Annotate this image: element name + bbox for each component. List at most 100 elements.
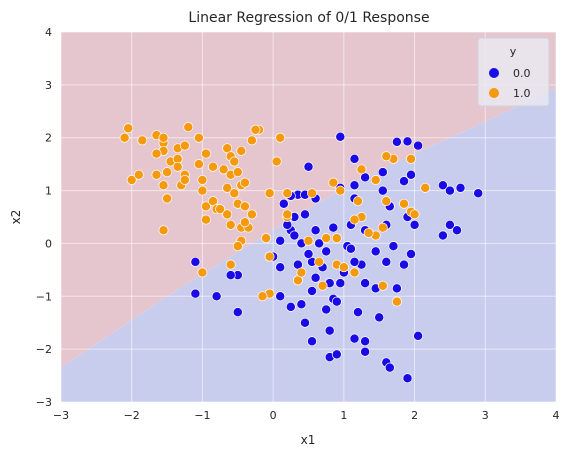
x-tick-label: −1 xyxy=(194,409,210,422)
point-class-1.0 xyxy=(222,182,233,193)
point-class-0.0 xyxy=(211,291,222,302)
point-class-0.0 xyxy=(349,153,360,164)
point-class-1.0 xyxy=(257,291,268,302)
point-class-0.0 xyxy=(310,225,321,236)
point-class-1.0 xyxy=(232,241,243,252)
point-class-1.0 xyxy=(137,135,148,146)
point-class-0.0 xyxy=(437,230,448,241)
point-class-0.0 xyxy=(190,256,201,267)
point-class-1.0 xyxy=(356,164,367,175)
y-axis-ticks: −3 −2 −1 0 1 2 3 4 xyxy=(36,26,52,409)
y-tick-label: −2 xyxy=(36,343,52,356)
point-class-1.0 xyxy=(246,209,257,220)
point-class-0.0 xyxy=(402,373,413,384)
point-class-0.0 xyxy=(190,288,201,299)
point-class-1.0 xyxy=(197,175,208,185)
point-class-0.0 xyxy=(455,182,466,193)
point-class-0.0 xyxy=(335,131,346,142)
point-class-0.0 xyxy=(328,222,339,233)
point-class-1.0 xyxy=(215,204,226,215)
point-class-1.0 xyxy=(239,217,250,228)
point-class-1.0 xyxy=(225,259,236,270)
legend: y 0.0 1.0 xyxy=(477,37,550,107)
point-class-0.0 xyxy=(409,219,420,230)
x-tick-label: 4 xyxy=(553,409,560,422)
point-class-0.0 xyxy=(296,299,307,310)
point-class-1.0 xyxy=(162,193,173,204)
point-class-0.0 xyxy=(406,249,416,259)
point-class-0.0 xyxy=(303,161,314,172)
point-class-1.0 xyxy=(261,233,272,244)
point-class-1.0 xyxy=(353,196,363,207)
point-class-0.0 xyxy=(360,278,371,289)
x-axis-ticks: −3 −2 −1 0 1 2 3 4 xyxy=(53,409,560,422)
region-class-1 xyxy=(61,32,556,368)
point-class-0.0 xyxy=(285,301,296,312)
point-class-1.0 xyxy=(377,222,388,233)
point-class-1.0 xyxy=(158,132,169,143)
point-class-0.0 xyxy=(321,246,332,257)
x-tick-label: 2 xyxy=(411,409,418,422)
y-axis-label: x2 xyxy=(9,210,23,225)
point-class-1.0 xyxy=(391,296,402,307)
point-class-1.0 xyxy=(282,209,293,220)
point-class-0.0 xyxy=(374,312,385,323)
point-class-1.0 xyxy=(338,262,349,273)
point-class-0.0 xyxy=(360,336,371,347)
x-tick-label: −2 xyxy=(124,409,140,422)
point-class-0.0 xyxy=(360,172,371,183)
point-class-1.0 xyxy=(158,225,169,236)
point-class-1.0 xyxy=(420,182,431,193)
point-class-0.0 xyxy=(413,330,424,341)
point-class-1.0 xyxy=(264,251,275,262)
y-tick-label: 3 xyxy=(45,79,52,92)
point-class-1.0 xyxy=(406,153,416,164)
point-class-1.0 xyxy=(208,161,218,172)
point-class-0.0 xyxy=(289,230,300,241)
legend-label-class-0: 0.0 xyxy=(513,67,531,80)
point-class-1.0 xyxy=(222,209,233,220)
point-class-1.0 xyxy=(208,196,218,207)
point-class-1.0 xyxy=(335,185,346,196)
point-class-0.0 xyxy=(321,304,332,315)
point-class-1.0 xyxy=(239,177,250,188)
point-class-1.0 xyxy=(151,169,162,180)
point-class-0.0 xyxy=(349,180,360,191)
point-class-1.0 xyxy=(314,256,325,267)
point-class-1.0 xyxy=(331,233,342,244)
y-tick-label: 2 xyxy=(45,132,52,145)
point-class-1.0 xyxy=(250,124,261,135)
chart-title: Linear Regression of 0/1 Response xyxy=(188,10,429,26)
point-class-1.0 xyxy=(236,145,247,156)
point-class-0.0 xyxy=(391,136,402,147)
point-class-0.0 xyxy=(406,169,416,180)
point-class-0.0 xyxy=(314,238,325,249)
point-class-0.0 xyxy=(349,333,360,344)
point-class-1.0 xyxy=(349,267,360,278)
legend-marker-class-0 xyxy=(489,68,499,78)
point-class-1.0 xyxy=(317,280,328,291)
point-class-0.0 xyxy=(275,235,286,246)
point-class-1.0 xyxy=(179,140,190,151)
point-class-0.0 xyxy=(391,283,402,294)
point-class-1.0 xyxy=(321,233,332,244)
point-class-0.0 xyxy=(307,336,317,347)
point-class-0.0 xyxy=(473,188,484,199)
point-class-0.0 xyxy=(384,362,395,373)
point-class-0.0 xyxy=(399,176,409,187)
y-tick-label: 0 xyxy=(45,237,52,250)
point-class-1.0 xyxy=(197,267,208,278)
point-class-1.0 xyxy=(246,135,257,146)
point-class-0.0 xyxy=(331,296,342,307)
y-tick-label: −3 xyxy=(36,396,52,409)
point-class-1.0 xyxy=(303,235,314,246)
x-tick-label: −3 xyxy=(53,409,69,422)
point-class-1.0 xyxy=(409,209,420,220)
x-axis-label: x1 xyxy=(301,433,316,447)
point-class-0.0 xyxy=(377,185,388,196)
point-class-1.0 xyxy=(363,227,374,238)
point-class-0.0 xyxy=(335,278,346,289)
point-class-1.0 xyxy=(183,122,194,133)
point-class-1.0 xyxy=(239,201,250,212)
legend-title: y xyxy=(510,45,517,58)
